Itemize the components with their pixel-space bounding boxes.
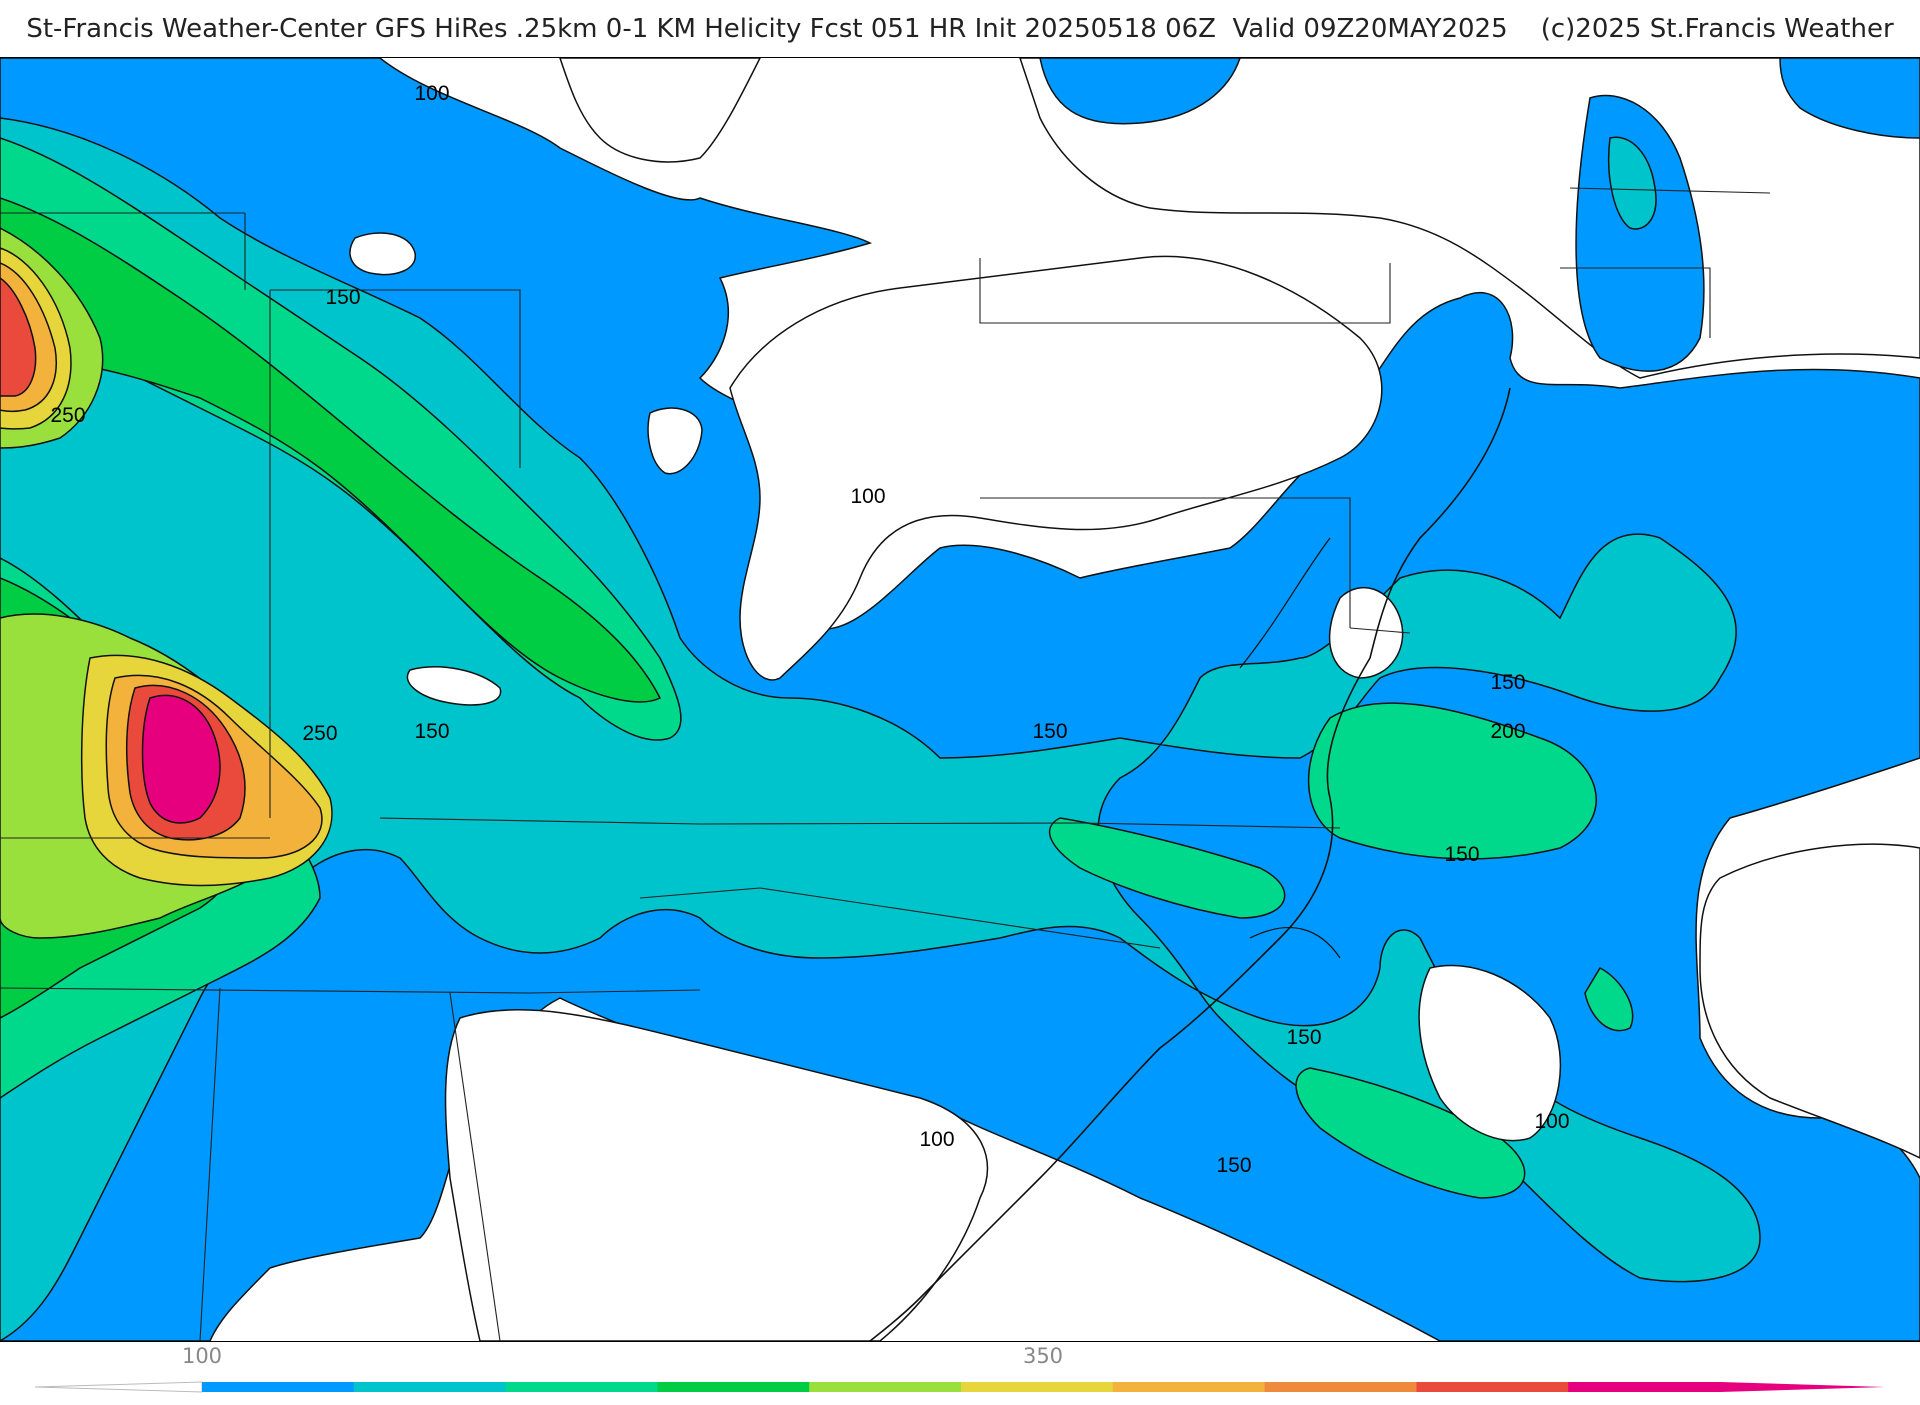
contour-labels: 100 150 250 250 150 100 150 150 200 150 …	[50, 82, 1569, 1177]
title-text: St-Francis Weather-Center GFS HiRes .25k…	[26, 14, 1508, 44]
helicity-red-region	[0, 277, 37, 397]
helicity-200-region-east	[1307, 702, 1597, 860]
state-boundaries	[0, 187, 1771, 1341]
helicity-200-region-coast	[1048, 817, 1286, 919]
helicity-200-region-ne	[1584, 967, 1634, 1032]
contour-label: 100	[414, 82, 449, 105]
legend-swatch	[202, 1382, 355, 1392]
legend-swatch	[353, 1382, 507, 1392]
contour-label: 100	[850, 485, 885, 508]
legend-swatch	[1568, 1382, 1721, 1392]
legend-swatches	[202, 1382, 1721, 1392]
helicity-200-region-sc	[1295, 1067, 1526, 1199]
legend-arrow-high	[1720, 1382, 1885, 1392]
contour-label: 150	[414, 720, 449, 743]
low-helicity-island-1	[349, 232, 416, 276]
helicity-100-patch-ne3	[1779, 58, 1920, 139]
low-helicity-area-north	[729, 255, 1383, 681]
contour-label: 150	[1444, 843, 1479, 866]
contour-label: 250	[50, 404, 85, 427]
contour-label: 150	[1286, 1026, 1321, 1049]
low-helicity-area-top	[559, 58, 761, 163]
legend-swatch	[1416, 1382, 1569, 1392]
low-helicity-island-3	[406, 666, 502, 706]
low-helicity-area-south	[444, 1008, 989, 1341]
contour-label: 250	[302, 722, 337, 745]
legend-swatch	[1112, 1382, 1266, 1392]
map-title: St-Francis Weather-Center GFS HiRes .25k…	[0, 14, 1920, 44]
legend-swatch	[1264, 1382, 1417, 1392]
low-helicity-area-mid	[1328, 587, 1404, 679]
contour-label: 150	[1216, 1154, 1251, 1177]
contour-label: 150	[325, 286, 360, 309]
helicity-magenta-region	[141, 694, 221, 824]
copyright-text: (c)2025 St.Francis Weather	[1540, 14, 1894, 44]
helicity-map: 100 150 250 250 150 100 150 150 200 150 …	[0, 57, 1920, 1342]
contour-label: 100	[1534, 1110, 1569, 1133]
inland-waters	[1239, 537, 1341, 959]
helicity-250-region	[0, 197, 662, 703]
legend-arrow-low	[34, 1381, 203, 1393]
contour-label: 200	[1490, 720, 1525, 743]
legend-tick-label: 350	[1023, 1345, 1063, 1368]
helicity-100-patch-ne	[1039, 58, 1241, 125]
legend-tick-label: 100	[182, 1345, 222, 1368]
legend-swatch	[505, 1382, 658, 1392]
helicity-150-patch-ne	[1607, 136, 1657, 230]
map-canvas: 100 150 250 250 150 100 150 150 200 150 …	[0, 58, 1920, 1341]
low-helicity-area-atlantic	[1418, 964, 1562, 1142]
low-helicity-area-east	[1699, 843, 1920, 1159]
contour-label: 150	[1490, 671, 1525, 694]
legend-swatch	[961, 1382, 1114, 1392]
contour-label: 150	[1032, 720, 1067, 743]
coastline	[869, 387, 1511, 1341]
legend-swatch	[809, 1382, 962, 1392]
color-legend-bar: 100 350	[34, 1344, 1885, 1393]
legend-swatch	[657, 1382, 810, 1392]
low-helicity-island-2	[647, 407, 703, 475]
color-legend: 100 350	[0, 1344, 1920, 1400]
contour-label: 100	[919, 1128, 954, 1151]
